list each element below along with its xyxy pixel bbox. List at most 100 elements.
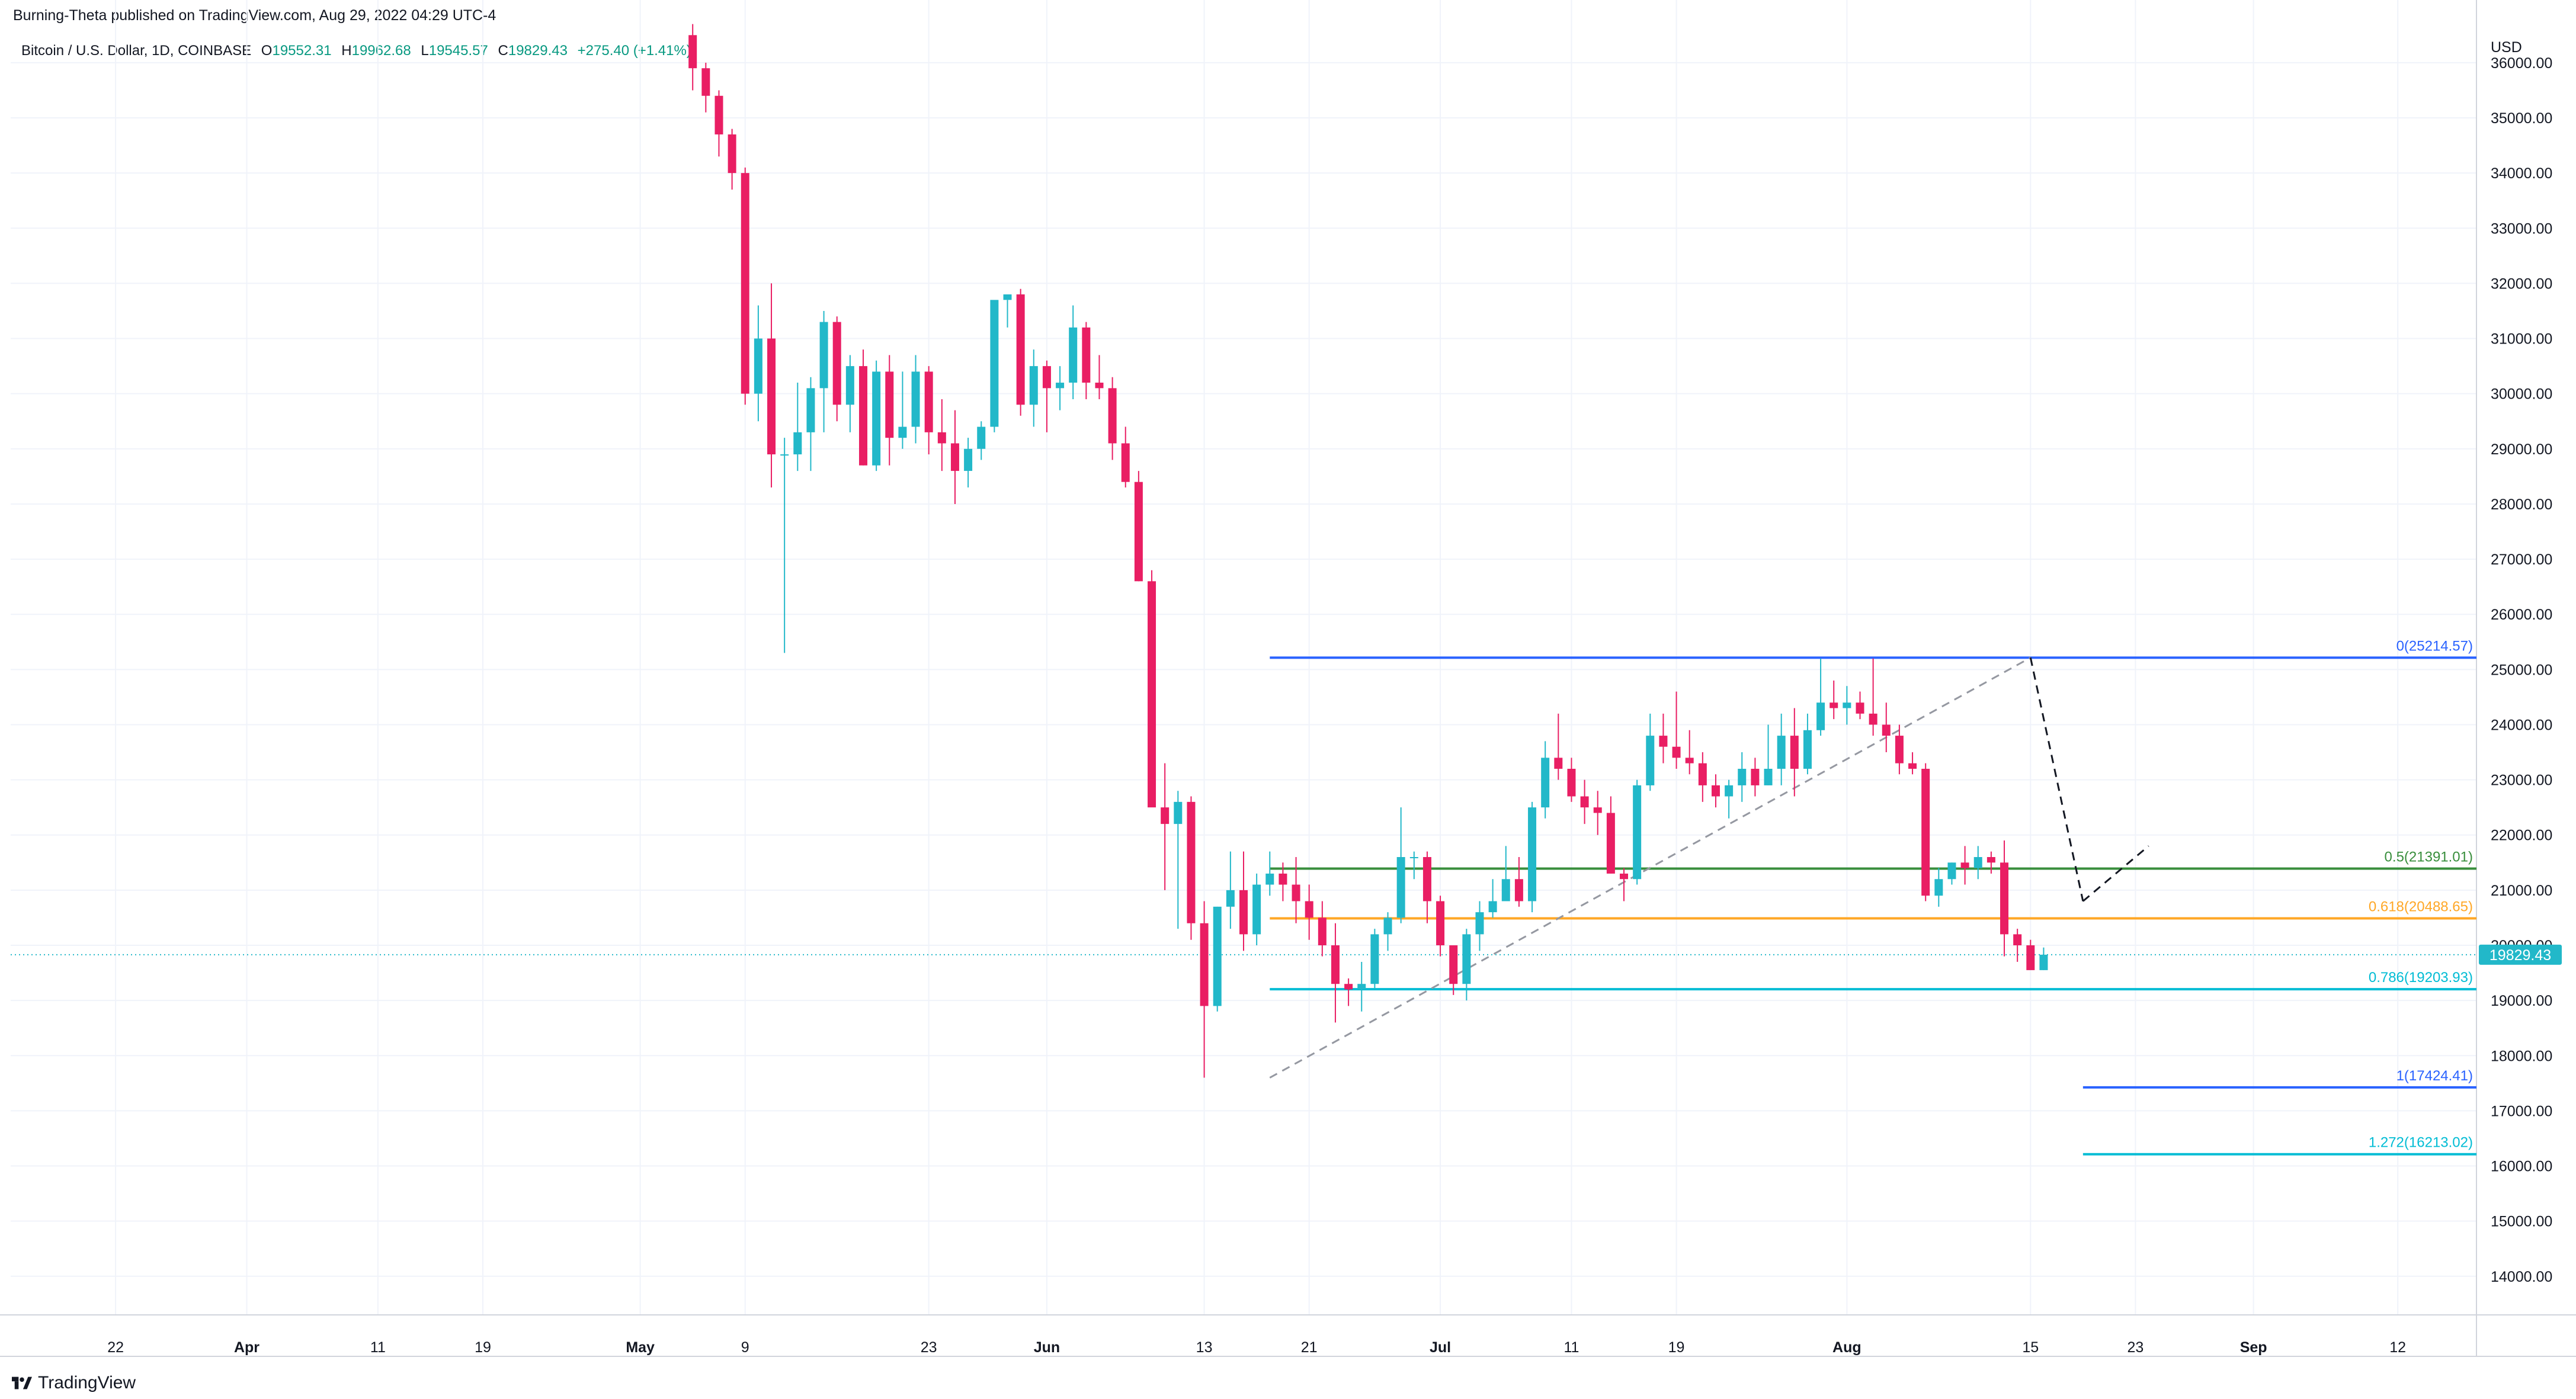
candle-body bbox=[1422, 856, 1431, 901]
low-value: 19545.57 bbox=[428, 43, 488, 59]
candle-body bbox=[1816, 702, 1825, 730]
candle-body bbox=[1947, 862, 1956, 880]
x-tick-label: 11 bbox=[1563, 1339, 1579, 1356]
trend-line bbox=[1269, 657, 2032, 1079]
candle-body bbox=[1882, 724, 1891, 736]
candle-body bbox=[728, 134, 736, 174]
candle-body bbox=[1843, 702, 1851, 708]
candle-body bbox=[1292, 884, 1300, 901]
candle-body bbox=[1449, 945, 1458, 984]
low-label: L bbox=[421, 43, 429, 59]
last-price-badge bbox=[2479, 944, 2562, 965]
x-tick-label: Jul bbox=[1430, 1339, 1451, 1356]
candle-body bbox=[1121, 443, 1130, 482]
candle-body bbox=[1475, 912, 1484, 935]
candle-body bbox=[1921, 768, 1930, 896]
candle-body bbox=[1973, 856, 1982, 868]
symbol-name[interactable]: Bitcoin / U.S. Dollar, 1D, COINBASE bbox=[21, 43, 252, 59]
candle-body bbox=[1528, 807, 1537, 901]
candle-body bbox=[858, 366, 867, 466]
y-tick-label: 24000.00 bbox=[2491, 717, 2552, 733]
candle-body bbox=[1711, 785, 1720, 797]
fib-level-label: 1(17424.41) bbox=[2396, 1068, 2473, 1084]
x-tick-label: Apr bbox=[234, 1339, 259, 1356]
candle-body bbox=[1003, 294, 1012, 300]
candle-body bbox=[1987, 856, 1995, 863]
fib-level-label: 0.618(20488.65) bbox=[2369, 899, 2473, 915]
y-tick-label: 22000.00 bbox=[2491, 827, 2552, 844]
candle-body bbox=[1514, 879, 1523, 901]
fib-level-label: 0(25214.57) bbox=[2396, 638, 2473, 654]
y-tick-label: 31000.00 bbox=[2491, 331, 2552, 348]
candle-body bbox=[688, 35, 697, 69]
fib-level-label: 0.786(19203.93) bbox=[2369, 970, 2473, 986]
candle-body bbox=[1042, 366, 1051, 389]
candle-body bbox=[1279, 873, 1287, 885]
y-tick-label: 14000.00 bbox=[2491, 1269, 2552, 1285]
candle-body bbox=[872, 371, 881, 466]
candle-body bbox=[990, 300, 999, 427]
tradingview-brand: TradingView bbox=[38, 1373, 136, 1392]
candle-body bbox=[2039, 954, 2048, 970]
candle-body bbox=[1200, 923, 1209, 1006]
y-tick-label: 36000.00 bbox=[2491, 55, 2552, 72]
y-tick-label: 27000.00 bbox=[2491, 551, 2552, 568]
y-tick-label: 25000.00 bbox=[2491, 662, 2552, 678]
last-price-badge-label: 19829.43 bbox=[2490, 947, 2551, 964]
candle-body bbox=[2026, 945, 2035, 970]
candle-body bbox=[1698, 763, 1707, 785]
candle-body bbox=[1554, 758, 1563, 769]
y-tick-label: 15000.00 bbox=[2491, 1214, 2552, 1230]
candle-body bbox=[1239, 890, 1248, 935]
candle-body bbox=[1960, 862, 1969, 868]
candle-body bbox=[1357, 984, 1366, 990]
x-tick-label: May bbox=[626, 1339, 655, 1356]
candle-body bbox=[1790, 736, 1799, 769]
candle-body bbox=[1029, 366, 1038, 405]
candle-body bbox=[885, 371, 894, 438]
y-tick-label: 21000.00 bbox=[2491, 883, 2552, 899]
candle-body bbox=[1488, 901, 1497, 913]
candle-body bbox=[1409, 856, 1418, 858]
currency-label: USD bbox=[2491, 39, 2522, 56]
candle-body bbox=[1082, 327, 1091, 383]
high-label: H bbox=[341, 43, 352, 59]
candle-body bbox=[977, 426, 986, 449]
y-tick-label: 34000.00 bbox=[2491, 165, 2552, 182]
y-tick-label: 30000.00 bbox=[2491, 386, 2552, 403]
x-tick-label: 19 bbox=[475, 1339, 491, 1356]
candle-body bbox=[1934, 879, 1943, 896]
candle-body bbox=[2000, 862, 2009, 935]
candle-body bbox=[898, 426, 907, 438]
candle-body bbox=[1908, 763, 1917, 769]
x-tick-label: 23 bbox=[2127, 1339, 2144, 1356]
x-tick-label: Aug bbox=[1832, 1339, 1861, 1356]
y-tick-label: 29000.00 bbox=[2491, 441, 2552, 458]
candle-body bbox=[1593, 807, 1602, 813]
candle-body bbox=[1344, 984, 1353, 990]
tradingview-footer[interactable]: TradingView bbox=[12, 1373, 136, 1393]
x-tick-label: 23 bbox=[921, 1339, 937, 1356]
y-tick-label: 32000.00 bbox=[2491, 275, 2552, 292]
y-tick-label: 26000.00 bbox=[2491, 607, 2552, 623]
high-value: 19962.68 bbox=[351, 43, 411, 59]
candle-body bbox=[2013, 934, 2022, 946]
candle-body bbox=[1265, 873, 1274, 885]
publisher-line: Burning-Theta published on TradingView.c… bbox=[13, 7, 496, 24]
candle-body bbox=[741, 173, 749, 394]
candle-body bbox=[793, 432, 802, 455]
candle-body bbox=[715, 95, 723, 134]
y-tick-label: 18000.00 bbox=[2491, 1048, 2552, 1064]
tradingview-logo-icon bbox=[12, 1376, 32, 1390]
candle-body bbox=[1213, 906, 1222, 1006]
x-tick-label: Jun bbox=[1034, 1339, 1060, 1356]
x-tick-label: 22 bbox=[107, 1339, 124, 1356]
candle-body bbox=[1370, 934, 1379, 984]
candle-body bbox=[1226, 890, 1235, 907]
candle-body bbox=[924, 371, 933, 432]
x-tick-label: 11 bbox=[370, 1339, 386, 1356]
x-tick-label: Sep bbox=[2240, 1339, 2267, 1356]
trend-line bbox=[2082, 845, 2149, 902]
candle-body bbox=[1803, 730, 1812, 769]
